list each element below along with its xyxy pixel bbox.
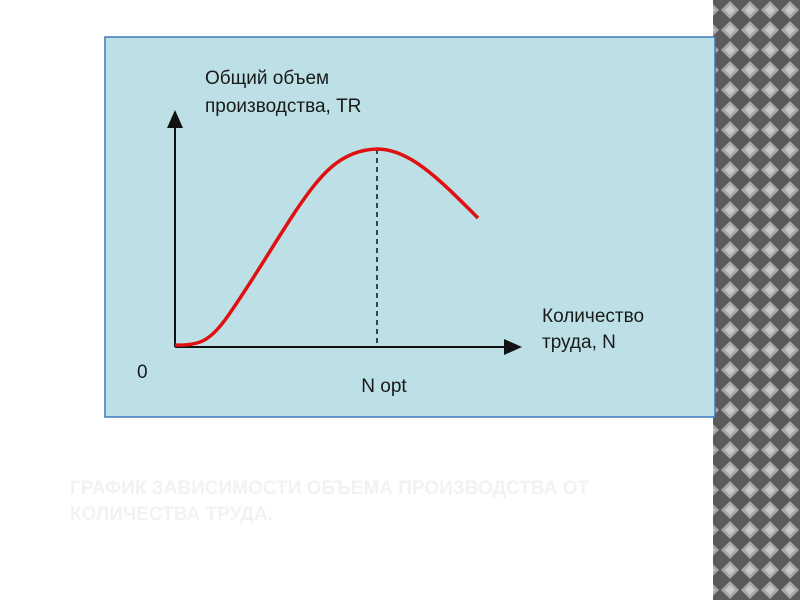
x-axis-label: труда, N bbox=[542, 332, 616, 353]
x-axis-label: Количество bbox=[542, 306, 644, 327]
caption: ГРАФИК ЗАВИСИМОСТИ ОБЪЕМА ПРОИЗВОДСТВА О… bbox=[70, 478, 589, 499]
diagram-panel bbox=[104, 36, 716, 418]
origin-label: 0 bbox=[137, 362, 148, 383]
decorative-strip bbox=[713, 0, 800, 600]
tr-curve bbox=[174, 147, 480, 347]
y-axis-label: производства, TR bbox=[205, 96, 361, 117]
peak-label: N opt bbox=[361, 376, 407, 397]
y-axis-label: Общий объем bbox=[205, 68, 329, 89]
caption: КОЛИЧЕСТВА ТРУДА. bbox=[70, 504, 273, 525]
